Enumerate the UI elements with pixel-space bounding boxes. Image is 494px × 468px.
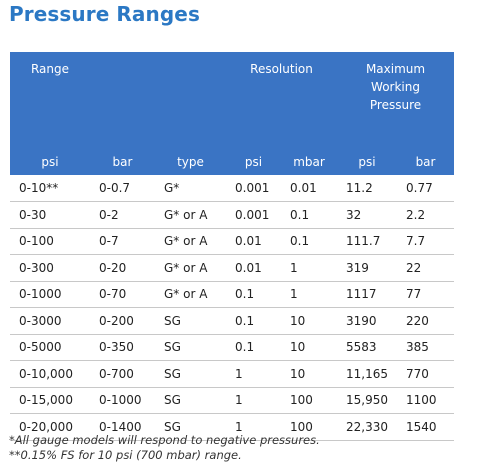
footnote-fs: **0.15% FS for 10 psi (700 mbar) range. xyxy=(9,448,242,462)
subheader-type: type xyxy=(155,146,226,175)
table-cell: 0-7 xyxy=(90,228,155,255)
table-cell: 0.01 xyxy=(226,254,281,282)
table-cell: 111.7 xyxy=(337,228,398,255)
table-cell: 22,330 xyxy=(337,413,398,441)
table-cell: 0.1 xyxy=(226,307,281,335)
table-cell: 5583 xyxy=(337,334,398,361)
table-row: 0-5000 0-350 SG 0.1 10 5583 385 xyxy=(10,334,455,361)
header-max-working-pressure: Maximum Working Pressure xyxy=(337,52,455,146)
table-cell: SG xyxy=(155,334,226,361)
table-cell: 77 xyxy=(397,281,455,308)
subheader-resolution-mbar: mbar xyxy=(281,146,338,175)
table-cell: 1540 xyxy=(397,413,455,441)
table-cell: 0-700 xyxy=(90,360,155,388)
table-cell: G* xyxy=(155,175,226,202)
table-cell: 1100 xyxy=(397,387,455,414)
table-cell: 0.1 xyxy=(281,228,338,255)
table-cell: 0-10** xyxy=(10,175,90,202)
table-cell: 0-30 xyxy=(10,201,90,229)
table-cell: 0-0.7 xyxy=(90,175,155,202)
table-cell: 0-300 xyxy=(10,254,90,282)
table-cell: 7.7 xyxy=(397,228,455,255)
table-cell: 0.1 xyxy=(226,334,281,361)
table-row: 0-300 0-20 G* or A 0.01 1 319 22 xyxy=(10,254,455,282)
table-cell: G* or A xyxy=(155,228,226,255)
table-cell: 11,165 xyxy=(337,360,398,388)
table-row: 0-3000 0-200 SG 0.1 10 3190 220 xyxy=(10,307,455,335)
table-cell: 319 xyxy=(337,254,398,282)
table-cell: 0.001 xyxy=(226,201,281,229)
table-cell: 0-200 xyxy=(90,307,155,335)
table-cell: 0.1 xyxy=(226,281,281,308)
table-row: 0-10,000 0-700 SG 1 10 11,165 770 xyxy=(10,360,455,388)
table-cell: 10 xyxy=(281,334,338,361)
table-row: 0-15,000 0-1000 SG 1 100 15,950 1100 xyxy=(10,387,455,414)
table-cell: 1 xyxy=(281,281,338,308)
table-cell: 0-20 xyxy=(90,254,155,282)
footnotes: *All gauge models will respond to negati… xyxy=(9,433,320,463)
table-cell: 0.01 xyxy=(226,228,281,255)
table-cell: 0-20,000 xyxy=(10,413,90,441)
table-cell: 220 xyxy=(397,307,455,335)
table-row: 0-30 0-2 G* or A 0.001 0.1 32 2.2 xyxy=(10,201,455,229)
subheader-range-psi: psi xyxy=(10,146,90,175)
table-cell: 1 xyxy=(226,387,281,414)
footnote-gauge: *All gauge models will respond to negati… xyxy=(9,433,320,447)
table-row: 0-100 0-7 G* or A 0.01 0.1 111.7 7.7 xyxy=(10,228,455,255)
table-row: 0-1000 0-70 G* or A 0.1 1 1117 77 xyxy=(10,281,455,308)
table-row: 0-10** 0-0.7 G* 0.001 0.01 11.2 0.77 xyxy=(10,175,455,202)
table-cell: 22 xyxy=(397,254,455,282)
table-cell: 15,950 xyxy=(337,387,398,414)
table-cell: 11.2 xyxy=(337,175,398,202)
table-cell: 10 xyxy=(281,307,338,335)
table-cell: SG xyxy=(155,307,226,335)
pressure-ranges-table: Range Resolution Maximum Working Pressur… xyxy=(10,52,455,441)
table-cell: G* or A xyxy=(155,201,226,229)
table-cell: 0-350 xyxy=(90,334,155,361)
subheader-range-bar: bar xyxy=(90,146,155,175)
table-cell: 3190 xyxy=(337,307,398,335)
table-cell: 0-70 xyxy=(90,281,155,308)
table-cell: 100 xyxy=(281,413,338,441)
table-cell: 770 xyxy=(397,360,455,388)
table-body: 0-10** 0-0.7 G* 0.001 0.01 11.2 0.77 0-30 0-2 G* … xyxy=(10,175,455,441)
table-cell: 0-10,000 xyxy=(10,360,90,388)
table-cell: 0.01 xyxy=(281,175,338,202)
table-cell: 0.001 xyxy=(226,175,281,202)
table-cell: 385 xyxy=(397,334,455,361)
table-cell: 0-1000 xyxy=(90,387,155,414)
table-cell: SG xyxy=(155,413,226,441)
table-cell: 32 xyxy=(337,201,398,229)
table-cell: 1 xyxy=(226,360,281,388)
table-cell: 1117 xyxy=(337,281,398,308)
table-cell: 1 xyxy=(226,413,281,441)
subheader-max-bar: bar xyxy=(397,146,455,175)
page-title: Pressure Ranges xyxy=(9,2,200,26)
table-cell: 10 xyxy=(281,360,338,388)
table-cell: 0.1 xyxy=(281,201,338,229)
table-cell: 0-15,000 xyxy=(10,387,90,414)
header-range: Range xyxy=(10,52,90,146)
table-cell: SG xyxy=(155,360,226,388)
table-row: 0-20,000 0-1400 SG 1 100 22,330 1540 xyxy=(10,413,455,441)
table-cell: 0-1400 xyxy=(90,413,155,441)
table-cell: 0-2 xyxy=(90,201,155,229)
table-cell: G* or A xyxy=(155,254,226,282)
table-cell: 0-1000 xyxy=(10,281,90,308)
subheader-resolution-psi: psi xyxy=(226,146,281,175)
table-cell: 0-100 xyxy=(10,228,90,255)
table-cell: 2.2 xyxy=(397,201,455,229)
header-resolution: Resolution xyxy=(226,52,338,146)
table-cell: 0-3000 xyxy=(10,307,90,335)
subheader-max-psi: psi xyxy=(337,146,398,175)
table-cell: SG xyxy=(155,387,226,414)
table-cell: 100 xyxy=(281,387,338,414)
table-cell: 1 xyxy=(281,254,338,282)
table-cell: 0-5000 xyxy=(10,334,90,361)
table-cell: G* or A xyxy=(155,281,226,308)
table-cell: 0.77 xyxy=(397,175,455,202)
